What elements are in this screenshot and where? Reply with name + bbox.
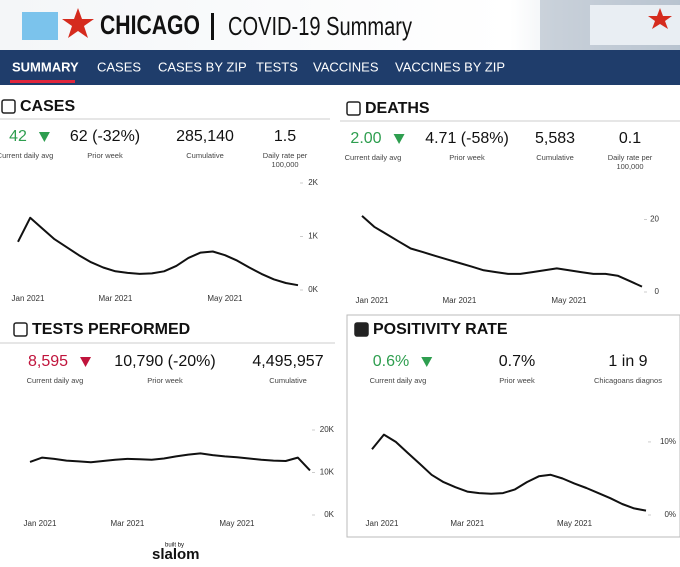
y-tick-label: 20K: [320, 425, 335, 434]
nav-item[interactable]: CASES: [97, 59, 141, 74]
header-title: COVID-19 Summary: [228, 11, 412, 41]
x-tick-label: Mar 2021: [110, 519, 144, 528]
header-city: CHICAGO: [100, 10, 200, 40]
kpi-value: 285,140: [176, 128, 234, 145]
kpi-label: 100,000: [271, 160, 298, 169]
x-tick-label: May 2021: [219, 519, 255, 528]
x-tick-label: Mar 2021: [442, 296, 476, 305]
kpi-label: Daily rate per: [263, 151, 308, 160]
y-tick-label: 0: [655, 287, 660, 296]
header-divider: [211, 13, 214, 40]
trend-arrow: [421, 357, 433, 367]
series-line: [361, 215, 643, 288]
series-line: [29, 452, 311, 472]
kpi-value: 10,790 (-20%): [114, 353, 215, 370]
kpi-value: 0.6%: [373, 353, 409, 370]
kpi-label: Cumulative: [269, 376, 307, 385]
y-tick-label: 0%: [664, 510, 676, 519]
trend-arrow: [393, 134, 405, 144]
kpi-label: Prior week: [449, 153, 485, 162]
nav-item[interactable]: CASES BY ZIP: [158, 59, 247, 74]
kpi-label: Current daily avg: [0, 151, 53, 160]
panel-icon: [346, 101, 361, 116]
logo-blue: [22, 12, 58, 40]
y-tick-label: 0K: [308, 285, 318, 294]
series-line: [17, 216, 299, 287]
kpi-label: Prior week: [499, 376, 535, 385]
x-tick-label: May 2021: [207, 294, 243, 303]
panel-title: TESTS PERFORMED: [32, 321, 190, 338]
kpi-label: Cumulative: [536, 153, 574, 162]
x-tick-label: May 2021: [557, 519, 593, 528]
kpi-value: 62 (-32%): [70, 128, 140, 145]
nav-active-underline: [10, 80, 75, 83]
nav-item[interactable]: VACCINES: [313, 59, 379, 74]
kpi-value: 5,583: [535, 130, 575, 147]
series-line: [371, 433, 647, 512]
x-tick-label: Jan 2021: [356, 296, 389, 305]
kpi-value: 1.5: [274, 128, 296, 145]
nav-item[interactable]: TESTS: [256, 59, 298, 74]
y-tick-label: 10K: [320, 468, 335, 477]
y-tick-label: 20: [650, 215, 659, 224]
y-tick-label: 10%: [660, 437, 676, 446]
x-tick-label: May 2021: [551, 296, 587, 305]
x-tick-label: Jan 2021: [24, 519, 57, 528]
panel-border: [346, 314, 680, 538]
trend-arrow: [38, 132, 50, 142]
kpi-label: Prior week: [147, 376, 183, 385]
kpi-value: 2.00: [350, 130, 381, 147]
kpi-label: Current daily avg: [345, 153, 402, 162]
nav-item[interactable]: VACCINES BY ZIP: [395, 59, 505, 74]
kpi-value: 4,495,957: [252, 353, 323, 370]
kpi-label: Current daily avg: [370, 376, 427, 385]
y-tick-label: 1K: [308, 232, 318, 241]
nav-item[interactable]: SUMMARY: [12, 59, 79, 74]
kpi-label: Cumulative: [186, 151, 224, 160]
nav-bar: [0, 50, 680, 85]
x-tick-label: Jan 2021: [12, 294, 45, 303]
kpi-value: 4.71 (-58%): [425, 130, 509, 147]
trend-arrow: [80, 357, 92, 367]
y-tick-label: 0K: [324, 510, 334, 519]
logo-star: [62, 8, 94, 38]
kpi-label: Chicagoans diagnos: [594, 376, 662, 385]
panel-title: CASES: [20, 98, 75, 115]
panel-icon: [13, 322, 28, 337]
x-tick-label: Jan 2021: [366, 519, 399, 528]
kpi-value: 42: [9, 128, 27, 145]
kpi-value: 1 in 9: [608, 353, 647, 370]
kpi-value: 0.1: [619, 130, 641, 147]
panel-title: POSITIVITY RATE: [373, 321, 508, 338]
kpi-label: Daily rate per: [608, 153, 653, 162]
kpi-label: Current daily avg: [27, 376, 84, 385]
y-tick-label: 2K: [308, 178, 318, 187]
kpi-value: 8,595: [28, 353, 68, 370]
kpi-label: 100,000: [616, 162, 643, 171]
panel-icon: [1, 99, 16, 114]
flag-star: [648, 8, 672, 29]
x-tick-label: Mar 2021: [98, 294, 132, 303]
panel-title: DEATHS: [365, 100, 430, 117]
kpi-value: 0.7%: [499, 353, 535, 370]
panel-icon: [354, 322, 369, 337]
footer-built-by: built by: [165, 543, 184, 549]
footer-brand: slalom: [152, 546, 200, 563]
kpi-label: Prior week: [87, 151, 123, 160]
x-tick-label: Mar 2021: [450, 519, 484, 528]
